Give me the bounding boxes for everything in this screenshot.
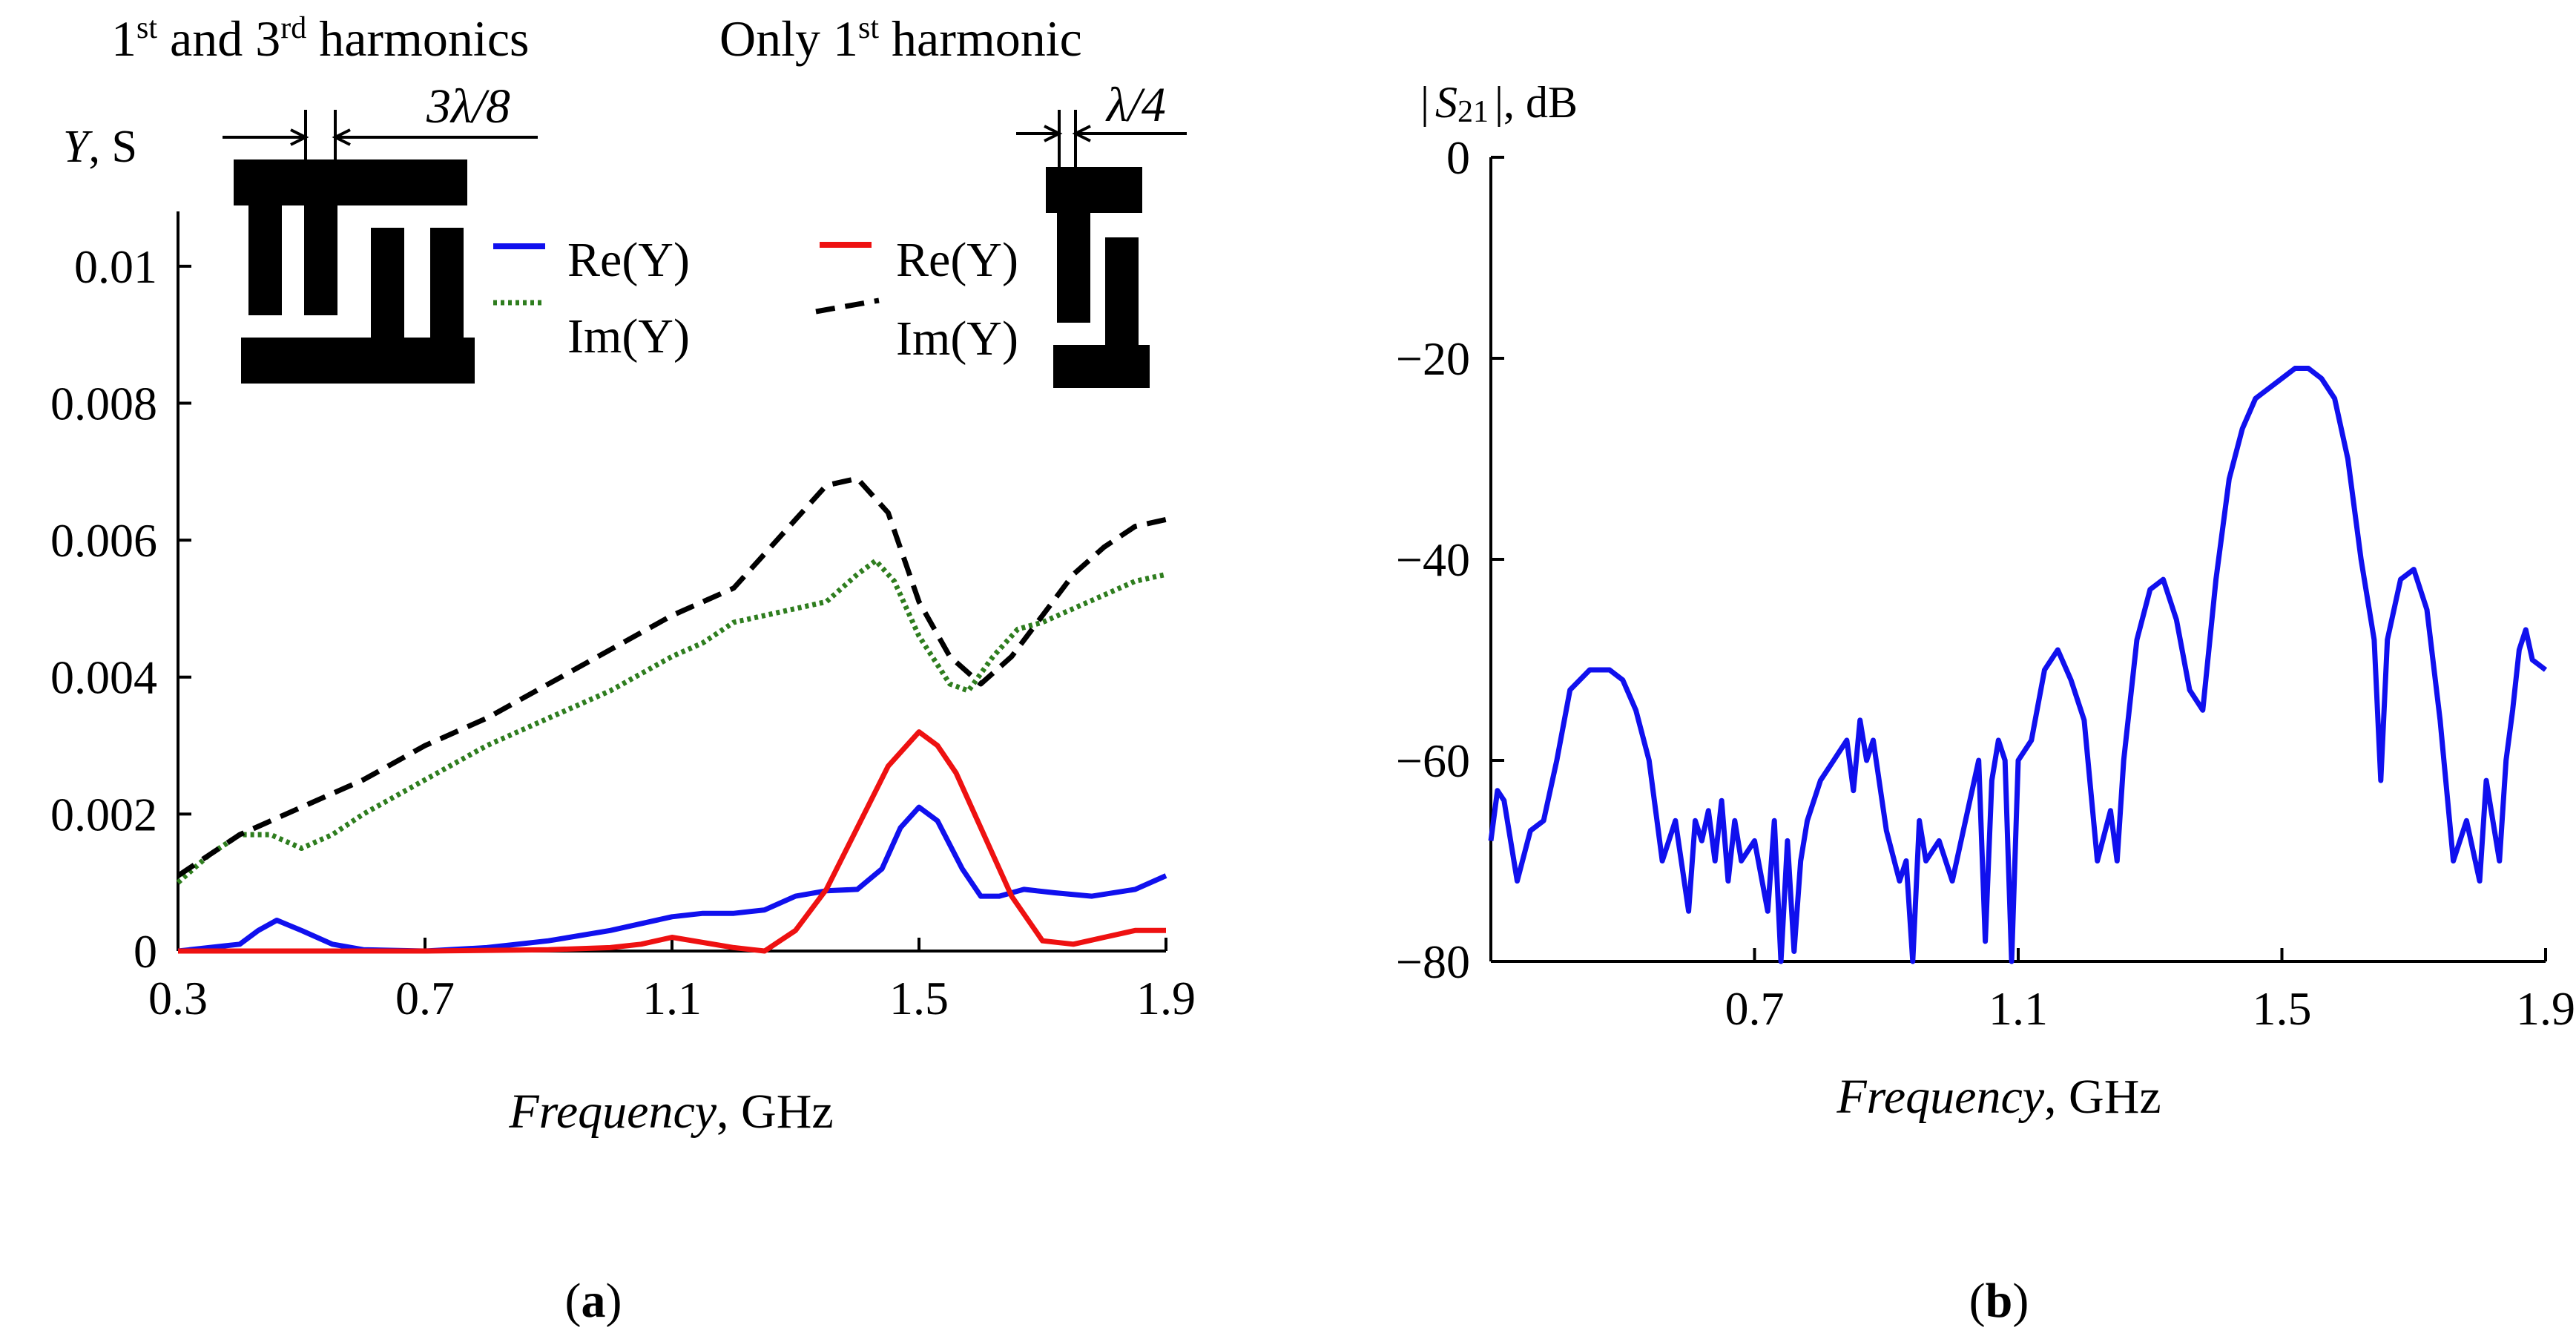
y-tick-label: 0.008 xyxy=(50,377,157,430)
y-tick-label: 0 xyxy=(134,925,157,978)
x-tick-label: 1.1 xyxy=(1989,982,2048,1035)
series-line-0 xyxy=(1488,366,2548,964)
legend-label-re-stripe: Re(Y) xyxy=(567,233,690,287)
panel-a-legend: Re(Y) Im(Y) Re(Y) Im(Y) xyxy=(493,233,1018,366)
x-tick-label: 1.9 xyxy=(1136,972,1196,1024)
y-tick-label: −20 xyxy=(1396,332,1470,385)
inset-right-title: Only 1st harmonic xyxy=(719,10,1082,67)
panel-a: 1st and 3rd harmonics 3λ/8 Only 1st harm… xyxy=(50,10,1196,1328)
quarter-bar-bottom xyxy=(1053,345,1150,388)
legend-line-im-quarter xyxy=(815,297,880,315)
panel-a-y-ticks: 0 0.002 0.004 0.006 0.008 0.01 xyxy=(50,240,191,978)
y-tick-label: −40 xyxy=(1396,533,1470,586)
inset-quarter-dimension xyxy=(1016,110,1187,172)
series-line-1 xyxy=(176,558,1167,885)
y-tick-label: −80 xyxy=(1396,935,1470,988)
y-tick-label: 0.01 xyxy=(74,240,157,293)
x-tick-label: 1.1 xyxy=(642,972,702,1024)
panel-b-y-ticks: 0 −20 −40 −60 −80 xyxy=(1396,131,1504,988)
x-tick-label: 0.7 xyxy=(1725,982,1785,1035)
quarter-finger-1 xyxy=(1057,213,1090,323)
stripe-bar-top xyxy=(234,159,467,205)
inset-stripe-dimension xyxy=(223,110,538,167)
legend-label-im-quarter: Im(Y) xyxy=(896,312,1018,366)
panel-a-x-ticks: 0.3 0.7 1.1 1.5 1.9 xyxy=(148,938,1196,1024)
panel-b-series xyxy=(1488,366,2548,964)
stripe-finger-3 xyxy=(371,228,404,338)
panel-b-y-label: | S21 |, dB xyxy=(1420,78,1578,129)
panel-b-axes xyxy=(1489,157,2546,963)
y-tick-label: −60 xyxy=(1396,734,1470,787)
quarter-bar-top xyxy=(1046,167,1142,213)
y-tick-label: 0 xyxy=(1446,131,1470,184)
panel-a-caption: (a) xyxy=(565,1274,622,1328)
panel-a-series xyxy=(176,476,1167,954)
panel-b-caption: (b) xyxy=(1969,1274,2029,1328)
panel-a-x-label: Frequency, GHz xyxy=(508,1085,833,1139)
inset-right-dim-label: λ/4 xyxy=(1105,78,1166,132)
quarter-finger-2 xyxy=(1105,237,1139,345)
y-tick-label: 0.004 xyxy=(50,651,157,704)
x-tick-label: 1.5 xyxy=(2253,982,2312,1035)
legend-label-im-stripe: Im(Y) xyxy=(567,309,690,363)
inset-quarter-structure xyxy=(1046,167,1150,388)
x-tick-label: 1.5 xyxy=(889,972,949,1024)
series-line-3 xyxy=(177,476,1167,878)
series-line-2 xyxy=(178,729,1166,954)
stripe-finger-4 xyxy=(430,228,464,338)
y-tick-label: 0.002 xyxy=(50,788,157,840)
stripe-bar-bottom xyxy=(241,338,475,384)
panel-b: 0 −20 −40 −60 −80 0.7 1.1 1.5 1.9 | S21 |, dB Fre… xyxy=(1396,78,2575,1328)
x-tick-label: 1.9 xyxy=(2516,982,2575,1035)
series-line-0 xyxy=(177,804,1167,954)
inset-stripe-structure xyxy=(234,159,475,384)
y-tick-label: 0.006 xyxy=(50,514,157,567)
legend-label-re-quarter: Re(Y) xyxy=(896,233,1018,287)
stripe-finger-2 xyxy=(304,205,337,315)
stripe-finger-1 xyxy=(248,205,282,315)
panel-b-x-label: Frequency, GHz xyxy=(1836,1070,2161,1124)
x-tick-label: 0.7 xyxy=(395,972,455,1024)
inset-left-title: 1st and 3rd harmonics xyxy=(111,10,529,67)
panel-b-x-ticks: 0.7 1.1 1.5 1.9 xyxy=(1725,948,2575,1035)
panel-a-y-label: Y, S xyxy=(63,122,137,172)
x-tick-label: 0.3 xyxy=(148,972,208,1024)
inset-left-dim-label: 3λ/8 xyxy=(426,79,510,134)
